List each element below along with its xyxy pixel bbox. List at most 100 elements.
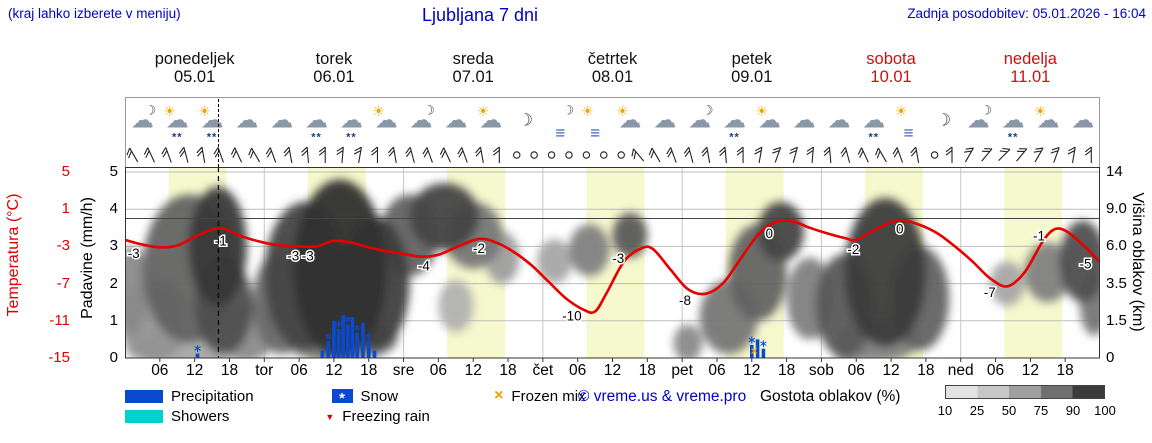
tick-label: 5: [61, 163, 70, 181]
weather-icon-cloud-snow: ☁ **: [856, 98, 891, 144]
cloud-icon: ☁: [722, 106, 746, 133]
x-axis-label: pet: [671, 362, 693, 379]
snow-icon: **: [868, 131, 880, 144]
cloud-icon: ☁: [339, 106, 363, 133]
cloud-icon: ☁: [653, 106, 677, 133]
weather-icon-moon: ☽: [926, 98, 961, 144]
day-header: sobota 10.01: [821, 50, 960, 86]
cloud-icon: ☁: [618, 106, 642, 133]
svg-text:-3: -3: [612, 251, 624, 266]
weather-icon-moon-cloud: ☽ ☁: [682, 98, 717, 144]
x-axis-label: 06: [708, 362, 726, 379]
x-axis-label: 18: [499, 362, 517, 379]
svg-text:-3: -3: [287, 248, 299, 263]
day-name: četrtek: [587, 50, 638, 68]
tick-label: -3: [56, 237, 70, 255]
svg-text:-5: -5: [1079, 256, 1091, 271]
x-axis-label: 18: [777, 362, 796, 379]
weather-icon-moon-cloud: ☽ ☁: [125, 98, 160, 144]
last-updated: Zadnja posodobitev: 05.01.2026 - 16:04: [907, 6, 1146, 21]
weather-icon-moon-fog: ☽ ≡: [543, 98, 578, 144]
cloud-density-scale: [945, 385, 1105, 399]
day-header: sreda 07.01: [404, 50, 543, 86]
weather-icon-sun-fog: ☀ ≡: [891, 98, 926, 144]
legend-row-2: Showers ▼ Freezing rain: [125, 408, 430, 425]
day-date: 06.01: [313, 68, 355, 86]
snow-icon: **: [311, 131, 322, 144]
svg-text:0: 0: [896, 221, 904, 236]
cloud-icon: ☁: [200, 106, 224, 133]
legend-freezing-rain-label: Freezing rain: [342, 408, 430, 425]
weather-icon-sun-cloud: ☀ ☁: [473, 98, 508, 144]
weather-icon-sun-cloud: ☀ ☁: [752, 98, 787, 144]
x-axis-label: 06: [986, 362, 1005, 379]
x-axis-label: 12: [603, 362, 622, 379]
tick-label: 1: [61, 200, 70, 218]
cloud-icon: ☁: [966, 106, 990, 133]
weather-icon-sun-cloud: ☀ ☁: [613, 98, 648, 144]
cloud-icon: ☁: [1001, 106, 1025, 133]
cloud-icon: ☁: [479, 106, 503, 133]
svg-text:-1: -1: [1033, 228, 1045, 243]
weather-icon-moon-cloud: ☽ ☁: [404, 98, 439, 144]
x-axis-label: 18: [1056, 362, 1074, 379]
snow-icon: **: [171, 131, 183, 144]
showers-swatch: [125, 410, 163, 423]
x-axis-labels: 06 12 18 tor 06 12 18 sre 06 12 18 čet 06 12 18 pet 06 12…: [125, 362, 1100, 380]
current-time-line: [217, 99, 219, 167]
fog-icon: ≡: [903, 123, 914, 143]
cloud-icon: ☁: [270, 106, 294, 133]
moon-icon: ☽: [980, 102, 993, 118]
location-menu-hint: (kraj lahko izberete v meniju): [8, 6, 181, 21]
x-axis-label: sre: [392, 362, 415, 379]
cloud-scale-tick: 50: [1001, 403, 1017, 418]
x-axis-label: 12: [1021, 362, 1039, 379]
moon-icon: ☽: [935, 110, 952, 130]
moon-icon: ☽: [517, 110, 534, 130]
cloud-icon: ☁: [235, 106, 259, 133]
weather-icon-cloud-snow: ☁ **: [334, 98, 369, 144]
cloud-icon: ☁: [1071, 106, 1095, 133]
svg-text:-1: -1: [215, 234, 227, 249]
sun-icon: ☀: [163, 102, 176, 119]
day-date: 09.01: [731, 68, 773, 86]
cloud-icon: ☁: [792, 106, 816, 133]
tick-label: 3.5: [1106, 274, 1127, 292]
x-axis-label: 06: [569, 362, 587, 379]
weather-icon-moon-cloud: ☽ ☁: [961, 98, 996, 144]
x-axis-label: ned: [947, 362, 974, 379]
tick-label: 2: [109, 274, 118, 292]
svg-text:-3: -3: [302, 248, 314, 263]
cloud-icon: ☁: [374, 106, 398, 133]
snow-icon: **: [346, 131, 357, 144]
weather-icon-cloud-snow: ☁ **: [996, 98, 1031, 144]
x-axis-label: tor: [255, 362, 274, 379]
cloud-density-scale-ticks: 10 25 50 75 90 100: [938, 403, 1116, 419]
tick-label: 14: [1106, 163, 1123, 181]
day-header: ponedeljek 05.01: [125, 50, 264, 86]
sun-icon: ☀: [894, 102, 908, 119]
temp-axis-label: Temperatura (°C): [5, 193, 22, 317]
day-name: sobota: [866, 50, 916, 68]
days-header: ponedeljek 05.01 torek 06.01 sreda 07.01 četrt…: [125, 50, 1100, 86]
weather-icon-sun-cloud: ☀ ☁: [1031, 98, 1066, 144]
cloud-icon: ☁: [130, 106, 154, 133]
svg-text:-2: -2: [847, 242, 859, 257]
frozen-mix-icon: ×: [494, 387, 504, 404]
weather-icons-row: ☽ ☁ ☀ ☁ ** ☀ ☁ ** ☁ ☁ ☁ ** ☁ ** ☀ ☁ ☽ ☁ ☁ ☀ ☁ ☽ ☽ ≡ ≡ ☀ ☀ ☁ ☁ ☽ ☁ ☁ ** ☀ ☁…: [125, 98, 1100, 144]
legend-row-1: Precipitation * Snow × Frozen mix: [125, 387, 586, 406]
legend-precipitation-label: Precipitation: [171, 387, 254, 405]
day-header: četrtek 08.01: [543, 50, 682, 86]
copyright-link[interactable]: © vreme.us & vreme.pro: [578, 388, 747, 405]
weather-icon-cloud: ☁: [438, 98, 473, 144]
cloud-scale-tick: 75: [1033, 403, 1049, 418]
x-axis-label: sob: [808, 362, 834, 379]
x-axis-label: 18: [917, 362, 935, 379]
weather-icon-sun-cloud: ☀ ☁: [369, 98, 404, 144]
weather-icon-moon: ☽: [508, 98, 543, 144]
day-date: 07.01: [452, 68, 494, 86]
tick-label: 6.0: [1106, 237, 1127, 255]
cloud-icon: ☁: [688, 106, 712, 133]
tick-label: -11: [49, 311, 70, 329]
